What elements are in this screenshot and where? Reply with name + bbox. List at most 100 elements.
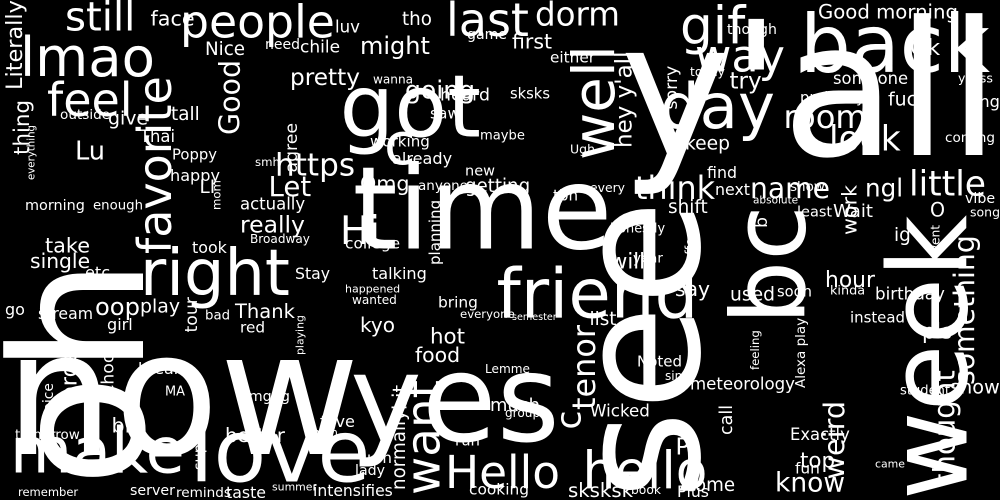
- word-happened: happened: [345, 282, 401, 296]
- word-already: already: [392, 149, 453, 168]
- word-tbh: tbh: [553, 186, 579, 205]
- word-sksksk: sksksk: [568, 479, 633, 500]
- word-last: last: [446, 0, 529, 47]
- word-fun: fun: [795, 459, 820, 478]
- word-y-all: y'all: [620, 0, 1000, 200]
- word-try: try: [729, 68, 762, 95]
- word-poppy: Poppy: [172, 146, 217, 164]
- word-least: least: [797, 204, 833, 221]
- word-lmao: lmao: [20, 25, 155, 89]
- word-saw: saw: [430, 104, 461, 123]
- word-coming: coming: [945, 130, 996, 146]
- word-everyone: everyone: [460, 307, 515, 321]
- word-friend: friend: [496, 254, 699, 335]
- word-school: school: [98, 347, 119, 403]
- word-literally: Literally: [2, 0, 28, 90]
- word-group: group: [505, 406, 541, 420]
- word-room: room: [783, 98, 867, 136]
- word-tall: tall: [171, 104, 200, 125]
- word-omggg: omggg: [240, 389, 290, 405]
- word-break: break: [138, 359, 183, 378]
- word-alexa-play: Alexa play: [793, 317, 809, 388]
- word-name: name: [750, 172, 830, 205]
- word-someone: someone: [833, 69, 909, 88]
- word-will: will: [610, 248, 645, 274]
- word-cooking: cooking: [469, 480, 530, 499]
- word-working: working: [370, 132, 430, 151]
- word-pls: pls: [922, 319, 952, 344]
- word-chile: chile: [300, 37, 341, 58]
- word-hey-y-all: hey y'all: [611, 51, 638, 148]
- word-know: know: [775, 467, 846, 499]
- word-back: back: [800, 0, 991, 91]
- word-run: run: [455, 431, 480, 450]
- word-coffee: coffee: [683, 229, 699, 270]
- word-feel: feel: [47, 73, 133, 127]
- word-hour: hour: [825, 268, 875, 293]
- word-student: student: [900, 383, 951, 399]
- word-day: day: [660, 70, 775, 143]
- word-little: little: [909, 164, 987, 205]
- word-much: much: [490, 395, 540, 416]
- word-actually: actually: [240, 194, 306, 214]
- word-reminds: reminds: [176, 485, 231, 500]
- word-yesss: yesss: [958, 70, 993, 86]
- word-taste: taste: [226, 483, 267, 500]
- word-today: today: [690, 65, 725, 79]
- word-maybe: maybe: [480, 128, 525, 144]
- word-find: find: [707, 163, 737, 182]
- word-got: got: [339, 57, 481, 158]
- word-wait: Wait: [833, 201, 873, 222]
- word-thai: Thai: [140, 127, 175, 146]
- word-say: say: [675, 277, 710, 301]
- word-exactly: Exactly: [790, 425, 850, 444]
- word-luv: luv: [335, 17, 360, 37]
- word-bring: bring: [438, 293, 478, 312]
- word-feeling: feeling: [748, 330, 762, 370]
- word-soon: soon: [777, 283, 812, 301]
- word-hot: hot: [430, 324, 466, 350]
- word-came: came: [875, 457, 905, 471]
- word-love: love: [189, 402, 371, 500]
- word-hello: hello: [582, 441, 708, 500]
- word-let: Let: [268, 170, 312, 203]
- word-vibe: vibe: [965, 191, 996, 207]
- word-call: call: [717, 404, 737, 435]
- word-kinda: kinda: [830, 283, 866, 299]
- word-fave: fave: [320, 412, 355, 431]
- word-b: b: [752, 217, 772, 228]
- word-ngl: ngl: [865, 173, 904, 203]
- word-um: um: [367, 449, 392, 467]
- word-agree: agree: [282, 122, 302, 173]
- word-getting: getting: [465, 176, 531, 197]
- word-keep: keep: [685, 133, 731, 155]
- word-lady: lady: [355, 463, 386, 479]
- word-oop: oop: [95, 293, 140, 321]
- word-order: order: [56, 340, 83, 400]
- word-go: go: [5, 300, 25, 319]
- word-men: men: [313, 426, 338, 440]
- word-time: time: [352, 142, 613, 277]
- word-new: new: [465, 163, 495, 180]
- word-semester: semester: [512, 312, 557, 323]
- word-sksks: sksks: [510, 85, 550, 103]
- word-shift: shift: [668, 197, 708, 218]
- word-face: face: [150, 6, 195, 31]
- word-nice: Nice: [205, 39, 246, 60]
- word-ma: MA: [165, 384, 185, 400]
- word-went: went: [928, 225, 943, 255]
- word-look: look: [829, 119, 901, 160]
- word-probably: probably: [800, 89, 865, 107]
- word-everything: everything: [26, 125, 38, 180]
- word-enough: enough: [93, 198, 144, 214]
- word-dorm: dorm: [535, 0, 620, 34]
- word-planning: planning: [426, 199, 444, 265]
- word-ig: ig: [894, 225, 911, 246]
- word-snow: snow: [950, 375, 1000, 399]
- word-normally: normally: [389, 410, 410, 490]
- word-make: make: [10, 414, 185, 489]
- word-fuck: fuck: [888, 88, 928, 111]
- word-ugh: Ugh: [570, 141, 596, 157]
- word-sing: sing: [665, 369, 691, 383]
- word-list: list: [589, 309, 617, 330]
